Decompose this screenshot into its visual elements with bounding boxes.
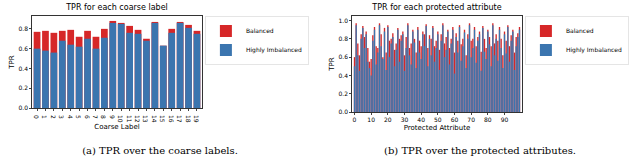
svg-text:2: 2 xyxy=(50,115,57,119)
svg-text:13: 13 xyxy=(142,115,149,123)
svg-text:TPR: TPR xyxy=(8,55,16,69)
svg-text:1: 1 xyxy=(41,115,48,119)
svg-text:1.0: 1.0 xyxy=(338,17,348,24)
svg-text:10: 10 xyxy=(117,115,124,123)
svg-text:90: 90 xyxy=(501,116,509,123)
svg-text:16: 16 xyxy=(168,115,175,123)
svg-text:Balanced: Balanced xyxy=(246,27,274,34)
svg-text:0.6: 0.6 xyxy=(18,45,28,52)
svg-text:Highly Imbalanced: Highly Imbalanced xyxy=(246,46,302,54)
svg-text:Highly Imbalanced: Highly Imbalanced xyxy=(566,46,622,54)
svg-text:7: 7 xyxy=(92,115,99,119)
svg-text:0.4: 0.4 xyxy=(18,65,28,72)
svg-text:6: 6 xyxy=(84,115,91,119)
svg-text:8: 8 xyxy=(100,115,107,119)
svg-text:30: 30 xyxy=(401,116,409,123)
svg-text:Coarse Label: Coarse Label xyxy=(94,123,139,131)
svg-text:TPR for each coarse label: TPR for each coarse label xyxy=(65,3,168,12)
svg-text:Balanced: Balanced xyxy=(566,27,594,34)
svg-text:12: 12 xyxy=(134,115,141,123)
svg-text:Protected Attribute: Protected Attribute xyxy=(404,124,471,132)
svg-text:4: 4 xyxy=(67,115,74,119)
html-text:(a) TPR over the coarse labels: (a) TPR over the coarse labels. xyxy=(82,145,238,156)
svg-text:0: 0 xyxy=(33,115,40,119)
svg-text:TPR: TPR xyxy=(328,57,336,71)
svg-text:0.8: 0.8 xyxy=(18,25,28,32)
svg-text:0: 0 xyxy=(353,116,357,123)
svg-text:TPR for each protected attribu: TPR for each protected attribute xyxy=(371,3,501,12)
svg-text:15: 15 xyxy=(159,115,166,123)
svg-text:14: 14 xyxy=(151,115,158,123)
svg-text:40: 40 xyxy=(417,116,425,123)
svg-text:17: 17 xyxy=(176,115,183,123)
html-text:(b) TPR over the protected att: (b) TPR over the protected attributes. xyxy=(384,145,576,156)
svg-text:10: 10 xyxy=(367,116,375,123)
svg-text:0.4: 0.4 xyxy=(338,72,348,79)
svg-text:9: 9 xyxy=(109,115,116,119)
svg-text:0.2: 0.2 xyxy=(18,84,28,91)
svg-text:60: 60 xyxy=(451,116,459,123)
svg-text:0.0: 0.0 xyxy=(18,104,28,111)
svg-text:70: 70 xyxy=(467,116,475,123)
svg-text:19: 19 xyxy=(193,115,200,123)
svg-text:0.6: 0.6 xyxy=(338,53,348,60)
svg-text:0.0: 0.0 xyxy=(338,108,348,115)
svg-text:80: 80 xyxy=(484,116,492,123)
svg-text:0.2: 0.2 xyxy=(338,90,348,97)
svg-text:0.8: 0.8 xyxy=(338,35,348,42)
svg-text:11: 11 xyxy=(126,115,133,123)
svg-text:5: 5 xyxy=(75,115,82,119)
svg-text:50: 50 xyxy=(434,116,442,123)
svg-text:20: 20 xyxy=(384,116,392,123)
svg-text:3: 3 xyxy=(58,115,65,119)
svg-text:18: 18 xyxy=(185,115,192,123)
